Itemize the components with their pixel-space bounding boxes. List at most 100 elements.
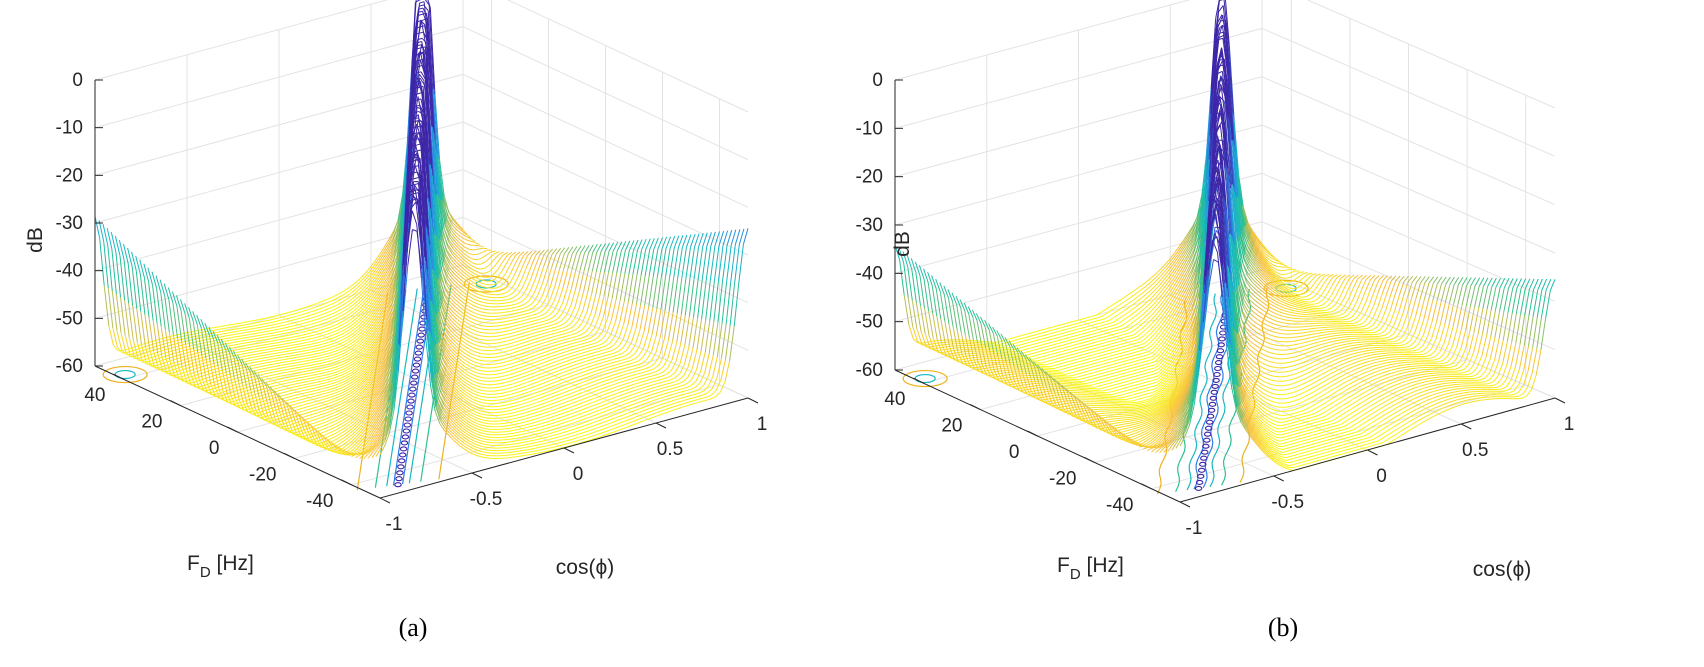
surface-mesh (608, 356, 614, 359)
surface-mesh (414, 32, 419, 36)
surface-mesh (615, 366, 621, 369)
surface-mesh (528, 336, 534, 339)
surface-mesh (527, 400, 533, 403)
surface-mesh (467, 399, 474, 403)
surface-mesh (514, 422, 520, 425)
surface-mesh (301, 381, 307, 384)
surface-mesh (152, 284, 158, 324)
surface-mesh (503, 381, 509, 384)
surface-mesh (280, 351, 286, 353)
surface-mesh (312, 415, 318, 418)
surface-mesh (652, 376, 658, 380)
surface-mesh (328, 374, 334, 378)
surface-mesh (365, 328, 371, 335)
surface-mesh (153, 365, 160, 371)
surface-mesh (198, 387, 204, 392)
surface-mesh (424, 114, 430, 202)
surface-mesh (266, 402, 273, 419)
surface-mesh (595, 350, 601, 353)
surface-mesh (485, 299, 490, 301)
surface-mesh (282, 340, 288, 343)
surface-mesh (213, 364, 220, 389)
surface-mesh (333, 396, 339, 400)
surface-mesh (322, 342, 327, 345)
surface-mesh (441, 334, 448, 344)
surface-mesh (260, 317, 266, 320)
surface-mesh (311, 421, 317, 425)
surface-mesh (271, 376, 277, 379)
surface-mesh (463, 275, 470, 280)
surface-mesh (171, 291, 178, 307)
surface-mesh (333, 376, 338, 379)
surface-mesh (415, 156, 421, 159)
surface-mesh (435, 194, 442, 237)
surface-mesh (515, 363, 521, 367)
surface-mesh (249, 371, 256, 394)
surface-mesh (143, 263, 149, 282)
surface-mesh (554, 334, 560, 337)
surface-mesh (574, 270, 581, 291)
surface-mesh (182, 355, 188, 358)
surface-mesh (648, 378, 654, 381)
surface-mesh (321, 345, 327, 348)
surface-mesh (568, 358, 574, 361)
surface-mesh (336, 403, 342, 407)
surface-mesh (346, 395, 352, 399)
surface-mesh (299, 389, 305, 392)
surface-mesh (522, 371, 528, 374)
surface-mesh (362, 319, 369, 325)
surface-mesh (507, 415, 513, 418)
surface-mesh (318, 337, 324, 340)
surface-mesh (464, 303, 470, 308)
surface-mesh (335, 385, 341, 389)
surface-mesh (418, 31, 424, 34)
surface-mesh (569, 408, 575, 412)
surface-mesh (502, 302, 508, 304)
surface-mesh (616, 356, 622, 359)
surface-mesh (372, 354, 378, 361)
surface-mesh (369, 267, 375, 275)
surface-mesh (640, 275, 646, 305)
surface-mesh (280, 330, 286, 332)
surface-mesh (545, 397, 551, 400)
surface-mesh (341, 351, 347, 355)
surface-mesh (306, 304, 312, 308)
surface-mesh (513, 378, 519, 381)
surface-mesh (602, 393, 608, 396)
surface-mesh (260, 320, 265, 323)
surface-mesh (639, 380, 645, 384)
surface-mesh (644, 249, 651, 276)
surface-mesh (103, 285, 110, 326)
surface-mesh (514, 340, 520, 343)
surface-mesh (332, 355, 338, 358)
surface-mesh (446, 311, 453, 319)
surface-mesh (622, 376, 628, 379)
surface-mesh (266, 356, 272, 358)
surface-mesh (360, 279, 366, 286)
surface-mesh (253, 405, 259, 409)
surface-mesh (151, 271, 158, 289)
surface-mesh (107, 288, 114, 329)
surface-mesh (203, 386, 209, 389)
surface-mesh (236, 327, 242, 330)
surface-mesh (374, 337, 381, 345)
surface-mesh (510, 334, 516, 338)
surface-mesh (120, 297, 126, 335)
surface-mesh (530, 323, 536, 326)
surface-mesh (476, 293, 482, 296)
surface-mesh (550, 335, 556, 339)
surface-mesh (613, 345, 619, 351)
surface-mesh (588, 371, 594, 374)
surface-mesh (498, 385, 504, 388)
surface-mesh (378, 308, 385, 317)
surface-mesh (440, 272, 446, 290)
surface-mesh (324, 330, 330, 333)
surface-mesh (512, 321, 518, 324)
surface-mesh (370, 340, 377, 348)
surface-mesh (557, 403, 563, 406)
surface-mesh (218, 388, 224, 400)
surface-mesh (598, 316, 604, 330)
surface-mesh (608, 352, 614, 356)
surface-mesh (299, 419, 305, 423)
surface-mesh (603, 272, 609, 297)
